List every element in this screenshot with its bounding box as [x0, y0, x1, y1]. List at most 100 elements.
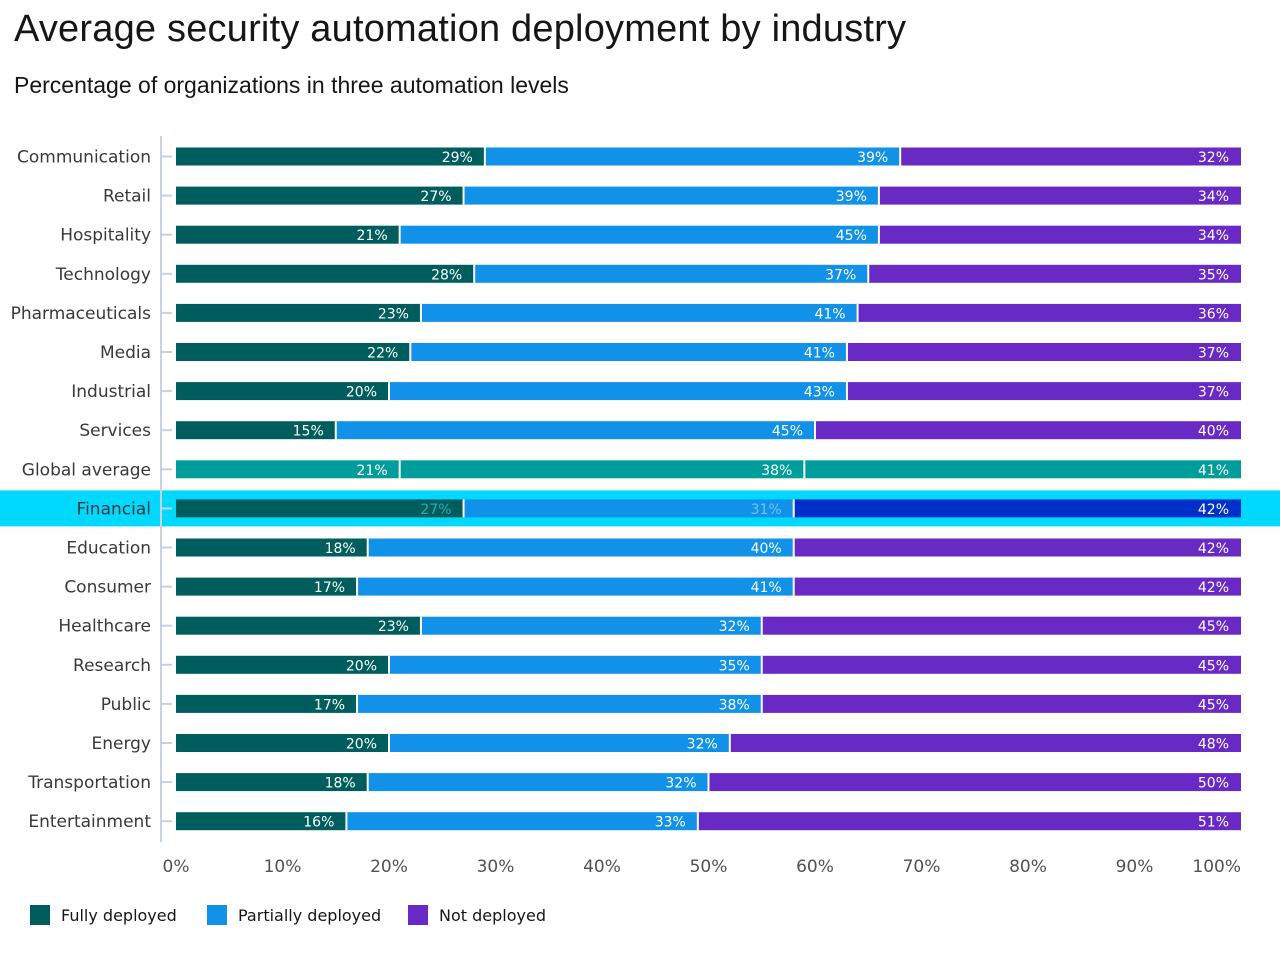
bar-fully-deployed-financial [176, 499, 464, 518]
x-tick-label-10: 10% [264, 857, 302, 877]
bar-fully-deployed-hospitality [176, 225, 400, 244]
data-label-not-deployed-healthcare: 45% [1198, 619, 1229, 635]
bar-not-deployed-energy [729, 734, 1241, 752]
bar-partially-deployed-research [389, 655, 762, 674]
data-label-not-deployed-technology: 35% [1198, 267, 1229, 283]
data-label-partially-deployed-media: 41% [804, 346, 835, 362]
data-label-partially-deployed-financial: 31% [751, 502, 782, 518]
x-tick-label-40: 40% [583, 857, 621, 877]
data-label-partially-deployed-global-average: 38% [761, 463, 792, 479]
bar-fully-deployed-education [176, 538, 368, 557]
bar-fully-deployed-global-average [176, 460, 400, 479]
bar-partially-deployed-technology [474, 264, 869, 283]
category-label-industrial: Industrial [71, 382, 151, 402]
data-label-fully-deployed-healthcare: 23% [378, 619, 409, 635]
x-tick-label-90: 90% [1116, 857, 1154, 877]
data-label-partially-deployed-industrial: 43% [804, 385, 835, 401]
legend-label-not: Not deployed [439, 905, 546, 925]
category-label-pharmaceuticals: Pharmaceuticals [11, 304, 152, 324]
data-label-partially-deployed-communication: 39% [857, 150, 888, 166]
data-label-fully-deployed-public: 17% [314, 697, 345, 713]
x-tick-label-0: 0% [163, 857, 190, 877]
data-label-not-deployed-research: 45% [1198, 658, 1229, 674]
data-label-fully-deployed-communication: 29% [442, 150, 473, 166]
category-label-transportation: Transportation [27, 773, 151, 793]
bar-not-deployed-research [761, 655, 1241, 674]
bar-partially-deployed-media [410, 343, 847, 361]
legend-swatch-partially [207, 905, 227, 925]
data-label-fully-deployed-global-average: 21% [357, 463, 388, 479]
data-label-partially-deployed-energy: 32% [687, 737, 718, 753]
chart-subtitle: Percentage of organizations in three aut… [14, 72, 569, 98]
data-label-not-deployed-financial: 42% [1198, 502, 1229, 518]
category-label-communication: Communication [17, 148, 151, 168]
data-label-partially-deployed-technology: 37% [825, 267, 856, 283]
bar-not-deployed-services [815, 421, 1241, 440]
bar-partially-deployed-transportation [367, 773, 709, 792]
data-label-partially-deployed-hospitality: 45% [836, 228, 867, 244]
bar-fully-deployed-transportation [176, 773, 368, 792]
category-label-healthcare: Healthcare [58, 617, 151, 637]
category-label-retail: Retail [103, 187, 151, 207]
bar-fully-deployed-energy [176, 734, 389, 752]
chart-title: Average security automation deployment b… [14, 8, 907, 50]
data-label-not-deployed-education: 42% [1198, 541, 1229, 557]
bar-not-deployed-education [793, 538, 1241, 557]
bar-partially-deployed-global-average [399, 460, 805, 479]
data-label-fully-deployed-entertainment: 16% [303, 815, 334, 831]
data-label-not-deployed-transportation: 50% [1198, 776, 1229, 792]
bar-fully-deployed-consumer [176, 577, 358, 596]
bar-partially-deployed-energy [389, 734, 730, 752]
category-label-consumer: Consumer [64, 578, 151, 598]
data-label-fully-deployed-pharmaceuticals: 23% [378, 306, 409, 322]
category-label-services: Services [79, 421, 151, 441]
data-label-not-deployed-media: 37% [1198, 346, 1229, 362]
bar-fully-deployed-research [176, 655, 389, 674]
x-tick-label-60: 60% [796, 857, 834, 877]
bar-partially-deployed-public [357, 694, 762, 713]
bar-fully-deployed-technology [176, 264, 475, 283]
category-label-financial: Financial [77, 499, 151, 519]
data-label-fully-deployed-industrial: 20% [346, 385, 377, 401]
data-label-not-deployed-pharmaceuticals: 36% [1198, 306, 1229, 322]
category-label-education: Education [66, 539, 151, 559]
bar-partially-deployed-communication [484, 147, 901, 166]
x-tick-label-20: 20% [370, 857, 408, 877]
bar-not-deployed-media [846, 343, 1241, 361]
data-label-not-deployed-communication: 32% [1198, 150, 1229, 166]
legend-label-partially: Partially deployed [238, 905, 382, 925]
legend-label-fully: Fully deployed [61, 905, 177, 925]
data-label-fully-deployed-financial: 27% [420, 502, 451, 518]
data-label-not-deployed-industrial: 37% [1198, 385, 1229, 401]
data-label-partially-deployed-transportation: 32% [665, 776, 696, 792]
bar-fully-deployed-industrial [176, 382, 389, 401]
bar-not-deployed-healthcare [761, 616, 1241, 635]
data-label-fully-deployed-services: 15% [293, 424, 324, 440]
data-label-fully-deployed-media: 22% [367, 346, 398, 362]
bar-partially-deployed-healthcare [420, 616, 762, 635]
data-label-not-deployed-hospitality: 34% [1198, 228, 1229, 244]
data-label-fully-deployed-technology: 28% [431, 267, 462, 283]
bar-fully-deployed-healthcare [176, 616, 421, 635]
data-label-not-deployed-services: 40% [1198, 424, 1229, 440]
bar-partially-deployed-pharmaceuticals [420, 303, 858, 322]
bar-not-deployed-communication [900, 147, 1241, 166]
bar-not-deployed-retail [878, 186, 1241, 205]
data-label-fully-deployed-retail: 27% [420, 189, 451, 205]
bar-not-deployed-pharmaceuticals [857, 303, 1241, 322]
bar-partially-deployed-entertainment [346, 812, 698, 831]
data-label-partially-deployed-research: 35% [719, 658, 750, 674]
category-label-media: Media [100, 343, 151, 363]
bar-fully-deployed-communication [176, 147, 485, 166]
bar-not-deployed-consumer [793, 577, 1241, 596]
legend-item-not: Not deployed [408, 905, 546, 925]
category-label-research: Research [73, 656, 151, 676]
category-label-hospitality: Hospitality [60, 226, 151, 246]
data-label-partially-deployed-healthcare: 32% [719, 619, 750, 635]
bar-partially-deployed-industrial [389, 382, 847, 401]
bar-partially-deployed-consumer [357, 577, 794, 596]
legend-item-partially: Partially deployed [207, 905, 381, 925]
legend-item-fully: Fully deployed [30, 905, 177, 925]
bar-fully-deployed-retail [176, 186, 464, 205]
